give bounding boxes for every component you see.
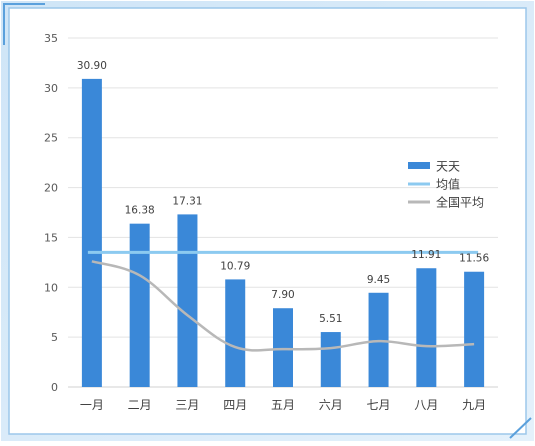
bar — [464, 271, 485, 387]
y-tick-label: 0 — [51, 381, 58, 394]
bar-data-label: 30.90 — [77, 60, 107, 72]
bar — [129, 223, 150, 387]
x-tick-label: 三月 — [175, 398, 199, 412]
bar-data-label: 16.38 — [125, 205, 155, 217]
y-tick-label: 25 — [44, 132, 58, 145]
bar — [416, 268, 437, 387]
y-axis-ticks: 0 5 10 15 20 25 30 35 — [44, 32, 58, 394]
frame-corner-top-left — [3, 3, 45, 45]
bar-data-label: 9.45 — [367, 274, 390, 286]
bar-data-label: 17.31 — [172, 195, 202, 207]
bar-series — [81, 78, 485, 387]
bar — [177, 214, 198, 387]
x-tick-label: 二月 — [128, 398, 152, 412]
legend-label: 全国平均 — [436, 195, 484, 210]
x-tick-label: 七月 — [367, 398, 391, 412]
y-tick-label: 20 — [44, 182, 58, 195]
x-axis-ticks: 一月 二月 三月 四月 五月 六月 七月 八月 九月 — [80, 398, 486, 412]
bar-data-label: 10.79 — [220, 260, 250, 272]
y-tick-label: 10 — [44, 281, 58, 294]
legend-swatch-bar — [408, 162, 430, 169]
x-tick-label: 五月 — [271, 398, 295, 412]
frame-corner-bottom-right — [509, 417, 532, 439]
national-average-line — [91, 260, 475, 352]
y-tick-label: 35 — [44, 32, 58, 45]
bar-data-label: 11.91 — [411, 249, 441, 261]
bar-data-label: 5.51 — [319, 313, 342, 325]
x-tick-label: 八月 — [414, 398, 438, 412]
x-tick-label: 六月 — [319, 398, 343, 412]
line-series — [87, 250, 479, 352]
bar-data-label: 7.90 — [271, 289, 294, 301]
data-labels: 30.90 16.38 17.31 10.79 7.90 5.51 9.45 11.91 11.… — [77, 60, 490, 325]
y-tick-label: 5 — [51, 331, 58, 344]
bar — [273, 308, 293, 387]
y-tick-label: 30 — [44, 82, 58, 95]
legend-label: 均值 — [436, 177, 460, 192]
bar-data-label: 11.56 — [459, 253, 489, 265]
x-tick-label: 四月 — [223, 398, 247, 412]
y-tick-label: 15 — [44, 231, 58, 244]
bar — [81, 78, 102, 387]
legend-label: 天天 — [436, 160, 460, 174]
x-tick-label: 一月 — [80, 398, 104, 412]
bar — [225, 279, 246, 387]
x-tick-label: 九月 — [462, 398, 486, 412]
bar — [320, 332, 341, 387]
